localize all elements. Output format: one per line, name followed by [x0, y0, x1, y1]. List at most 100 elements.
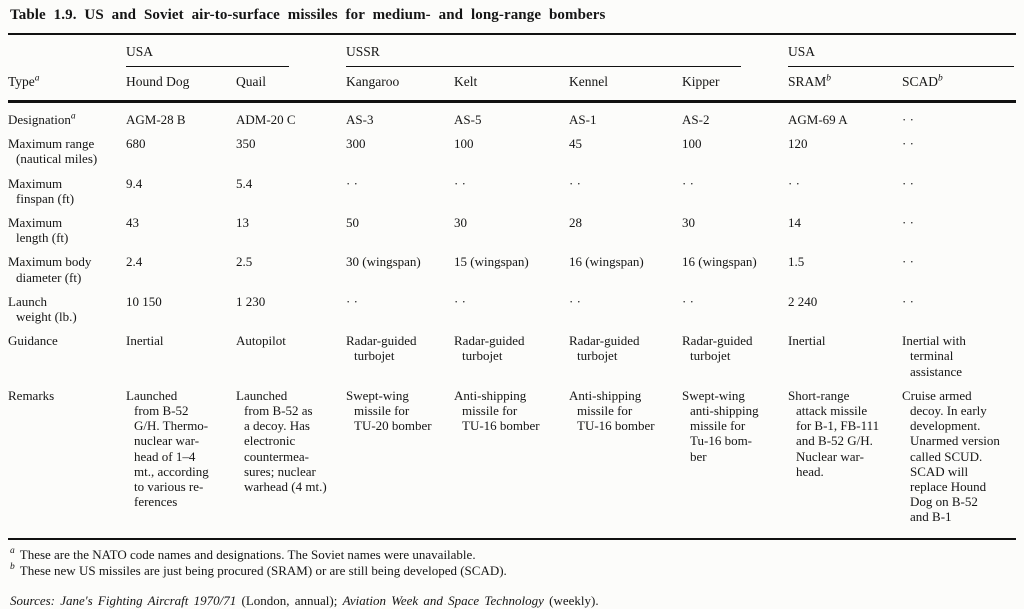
footnote-marker: a	[10, 546, 15, 557]
table-cell: 16 (wingspan)	[569, 254, 644, 270]
table-cell: 300	[346, 136, 366, 152]
table-cell: 30	[454, 215, 467, 231]
group-underline	[126, 66, 289, 67]
table-cell: Radar-guided turbojet	[454, 333, 525, 364]
table-cell: · ·	[902, 254, 914, 270]
table-cell: 15 (wingspan)	[454, 254, 529, 270]
table-cell: 13	[236, 215, 249, 231]
table-cell: Radar-guided turbojet	[569, 333, 640, 364]
footnotes: a These are the NATO code names and desig…	[8, 540, 1016, 579]
table-cell: · ·	[902, 293, 914, 309]
footnote-text: These new US missiles are just being pro…	[19, 562, 507, 578]
table-row-max-finspan: Maximum finspan (ft) 9.4 5.4 · · · · · ·…	[8, 167, 1016, 206]
table-row-max-length: Maximum length (ft) 43 13 50 30 28 30 14…	[8, 206, 1016, 245]
table-row-max-range: Maximum range (nautical miles) 680 350 3…	[8, 127, 1016, 166]
footnote-b: b These new US missiles are just being pr…	[10, 563, 1016, 579]
table-cell: 100	[682, 136, 702, 152]
table-cell: · ·	[346, 293, 358, 309]
table-cell: 9.4	[126, 175, 143, 191]
table-cell: · ·	[788, 175, 800, 191]
group-header-row: USA USSR USA	[8, 34, 1016, 67]
footnote-marker: a	[34, 73, 40, 84]
group-header-ussr: USSR	[346, 34, 788, 67]
row-label: Maximum length (ft)	[8, 215, 69, 246]
table-cell: Swept-wing anti-shipping missile for Tu-…	[682, 387, 759, 464]
sources-prefix: Sources:	[10, 592, 56, 608]
table-cell: · ·	[682, 175, 694, 191]
table-cell: · ·	[454, 293, 466, 309]
row-label: Maximum body diameter (ft)	[8, 254, 92, 285]
table-cell: · ·	[902, 136, 914, 152]
table-cell: 2 240	[788, 293, 818, 309]
table-cell: 43	[126, 215, 139, 231]
col-header-hound-dog: Hound Dog	[126, 67, 236, 103]
source-title: Jane's Fighting Aircraft 1970/71	[60, 592, 237, 608]
table-cell: ADM-20 C	[236, 112, 296, 127]
table-cell: Inertial	[788, 333, 826, 349]
table-cell: 28	[569, 215, 582, 231]
table-cell: Swept-wing missile for TU-20 bomber	[346, 387, 432, 434]
table-cell: AGM-28 B	[126, 112, 186, 127]
col-header-sram: SRAMb	[788, 67, 902, 103]
table-cell: 50	[346, 215, 359, 231]
table-cell: · ·	[902, 215, 914, 231]
table-cell: 100	[454, 136, 474, 152]
source-title: Aviation Week and Space Technology	[342, 592, 544, 608]
table-row-launch-weight: Launch weight (lb.) 10 150 1 230 · · · ·…	[8, 285, 1016, 324]
table-cell: AS-3	[346, 112, 374, 127]
table-cell: Radar-guided turbojet	[682, 333, 753, 364]
table-cell: 30 (wingspan)	[346, 254, 421, 270]
col-header-scad: SCADb	[902, 67, 1017, 103]
table-cell: Launched from B-52 as a decoy. Has elect…	[236, 387, 327, 495]
group-label: USSR	[346, 44, 380, 59]
footnote-marker: b	[938, 73, 943, 84]
group-header-usa-right: USA	[788, 34, 1016, 67]
table-cell: AS-5	[454, 112, 482, 127]
table-cell: · ·	[902, 112, 914, 127]
row-label: Maximum range (nautical miles)	[8, 136, 98, 167]
group-header-usa-left: USA	[126, 34, 346, 67]
table-cell: 120	[788, 136, 808, 152]
footnote-text: These are the NATO code names and design…	[19, 546, 476, 562]
source-detail: (weekly).	[549, 592, 599, 608]
table-cell: 30	[682, 215, 695, 231]
table-cell: 5.4	[236, 175, 253, 191]
footnote-marker: b	[10, 562, 15, 573]
col-header-kennel: Kennel	[569, 67, 682, 103]
group-header-spacer	[8, 34, 126, 67]
table-cell: Inertial with terminal assistance	[902, 333, 966, 379]
group-underline	[788, 66, 1015, 67]
sources-line: Sources: Jane's Fighting Aircraft 1970/7…	[8, 579, 1016, 609]
table-cell: 1.5	[788, 254, 805, 270]
table-cell: 2.5	[236, 254, 253, 270]
table-cell: · ·	[346, 175, 358, 191]
table-cell: Autopilot	[236, 333, 286, 349]
col-header-quail: Quail	[236, 67, 346, 103]
group-label: USA	[126, 44, 154, 59]
table-cell: Launched from B-52 G/H. Thermo- nuclear …	[126, 387, 209, 510]
table-row-max-body-diameter: Maximum body diameter (ft) 2.4 2.5 30 (w…	[8, 245, 1016, 284]
row-label: Guidance	[8, 333, 58, 349]
table-title: Table 1.9. US and Soviet air-to-surface …	[10, 7, 606, 23]
table-cell: Cruise armed decoy. In early development…	[902, 387, 1000, 525]
table-cell: Short-range attack missile for B-1, FB-1…	[788, 387, 880, 479]
table-cell: Radar-guided turbojet	[346, 333, 417, 364]
table-cell: 14	[788, 215, 801, 231]
footnote-marker: b	[826, 73, 832, 84]
table-cell: AS-1	[569, 112, 597, 127]
table-cell: 10 150	[126, 293, 162, 309]
col-header-kangaroo: Kangaroo	[346, 67, 454, 103]
source-detail: (London, annual);	[241, 592, 338, 608]
col-header-type: Typea	[8, 67, 126, 103]
col-header-kipper: Kipper	[682, 67, 788, 103]
row-label: Launch weight (lb.)	[8, 293, 77, 325]
table-cell: Inertial	[126, 333, 164, 349]
table-cell: 680	[126, 136, 146, 152]
table-cell: AS-2	[682, 112, 710, 127]
column-header-row: Typea Hound Dog Quail Kangaroo Kelt Kenn…	[8, 67, 1017, 103]
table-cell: · ·	[454, 175, 466, 191]
group-label: USA	[788, 44, 816, 59]
footnote-marker: a	[70, 111, 76, 122]
footnote-a: a These are the NATO code names and desig…	[10, 547, 1016, 563]
